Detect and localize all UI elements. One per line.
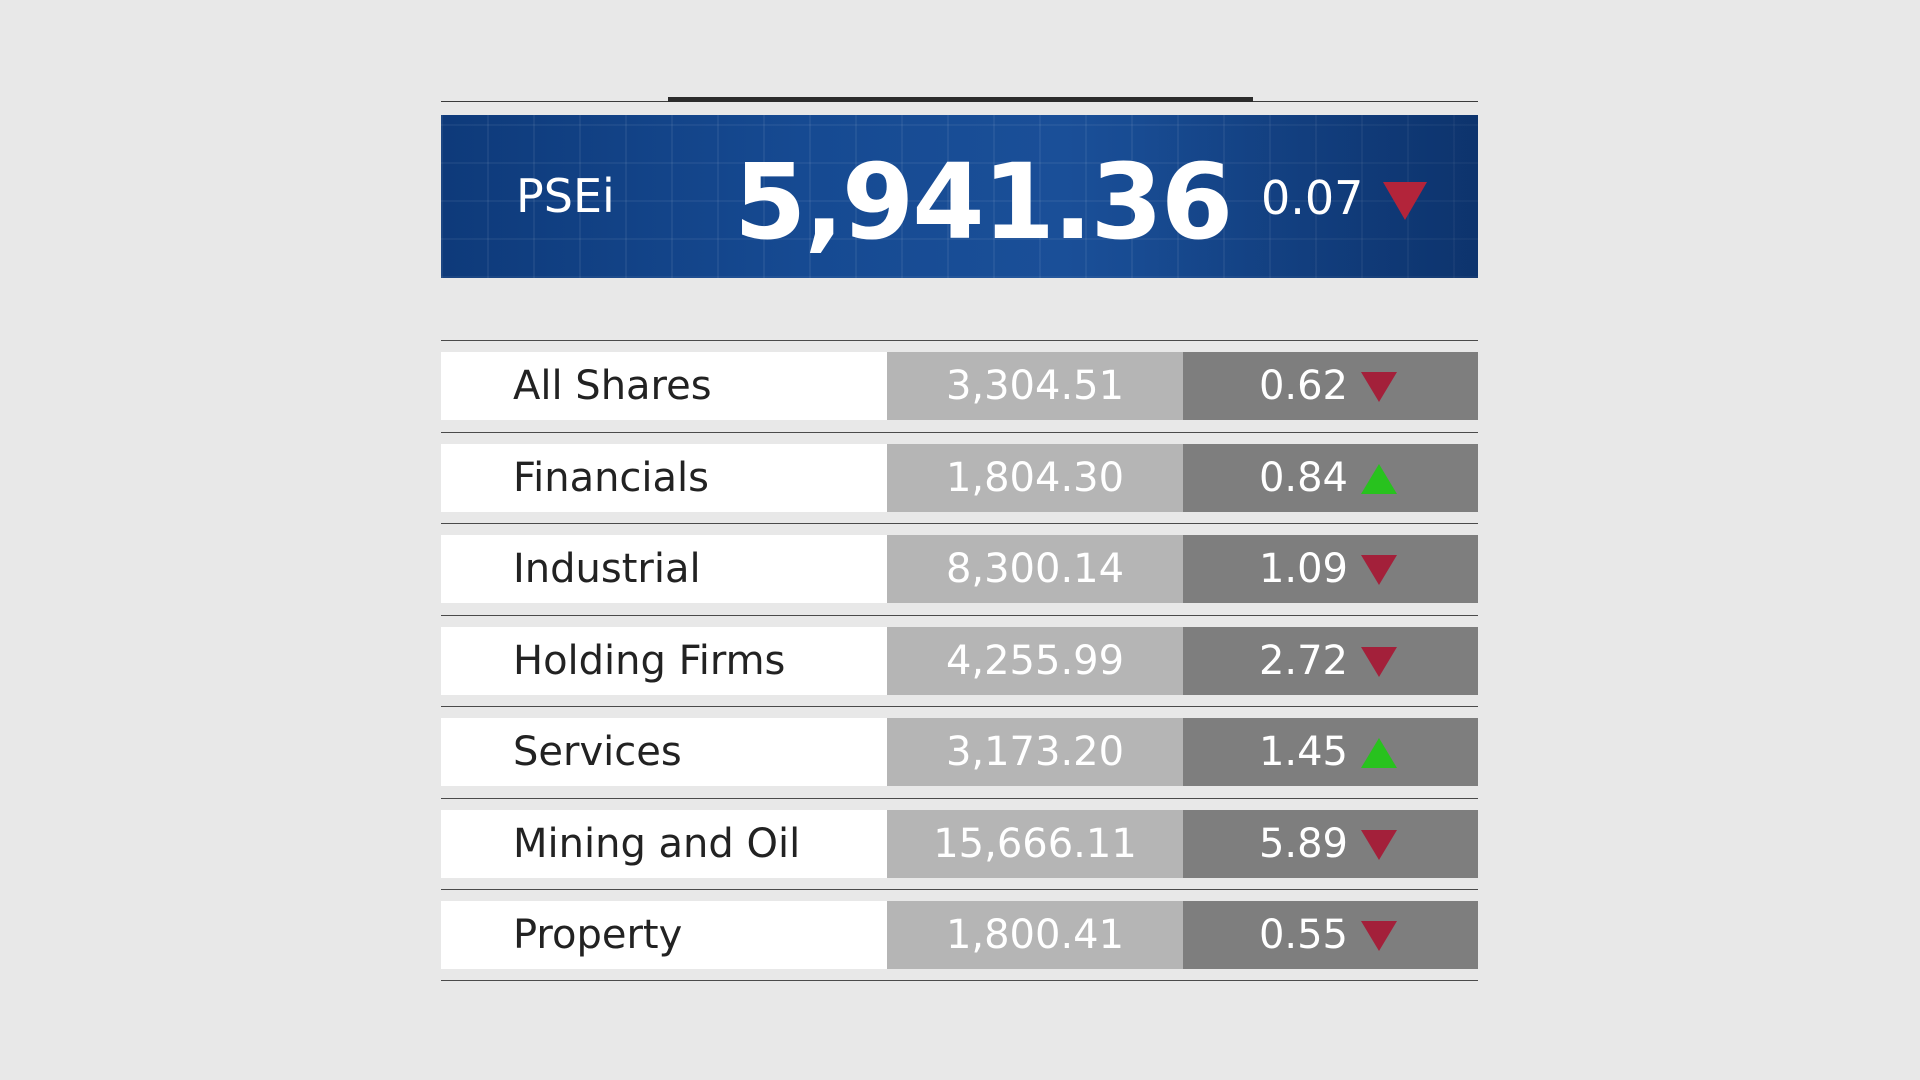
sector-name: Services (441, 718, 887, 786)
sector-change: 2.72 (1258, 637, 1348, 684)
sector-value: 8,300.14 (887, 535, 1183, 603)
sector-value: 1,804.30 (887, 443, 1183, 512)
sector-change-cell: 5.89 (1183, 809, 1478, 878)
row-divider (441, 431, 1478, 433)
down-arrow-icon (1383, 182, 1427, 220)
row-divider (441, 889, 1478, 890)
sector-value: 3,173.20 (887, 718, 1183, 786)
row-divider (441, 614, 1478, 616)
sector-value: 15,666.11 (887, 809, 1183, 878)
row-divider (441, 523, 1478, 524)
psei-value: 5,941.36 (734, 141, 1233, 263)
sector-name: Financials (441, 443, 887, 512)
sector-name: Industrial (441, 535, 887, 603)
psei-change: 0.07 (1261, 171, 1364, 225)
list-item: All Shares 3,304.51 0.62 (441, 340, 1478, 432)
sector-change: 1.45 (1258, 729, 1348, 775)
sector-change-cell: 0.55 (1183, 901, 1478, 969)
psei-label: PSEi (516, 169, 615, 223)
sector-change: 0.62 (1258, 363, 1348, 409)
sector-name: All Shares (441, 352, 887, 420)
down-arrow-icon (1361, 829, 1397, 860)
sector-change-cell: 0.62 (1183, 352, 1478, 420)
list-item: Financials 1,804.30 0.84 (441, 431, 1478, 524)
sector-change-cell: 1.09 (1183, 535, 1478, 603)
down-arrow-icon (1361, 921, 1397, 951)
list-item: Property 1,800.41 0.55 (441, 889, 1478, 981)
sector-change: 1.09 (1258, 546, 1348, 592)
list-item: Mining and Oil 15,666.11 5.89 (441, 797, 1478, 890)
sector-change: 0.55 (1258, 912, 1348, 958)
down-arrow-icon (1361, 372, 1397, 402)
sector-value: 1,800.41 (887, 901, 1183, 969)
down-arrow-icon (1361, 646, 1397, 677)
sector-change-cell: 1.45 (1183, 718, 1478, 786)
row-divider (441, 706, 1478, 707)
sector-change: 0.84 (1258, 454, 1348, 501)
row-divider (441, 340, 1478, 341)
sector-change-cell: 2.72 (1183, 626, 1478, 695)
up-arrow-icon (1361, 738, 1397, 768)
list-item: Services 3,173.20 1.45 (441, 706, 1478, 798)
sector-name: Mining and Oil (441, 809, 887, 878)
bottom-divider (441, 980, 1478, 981)
up-arrow-icon (1361, 463, 1397, 494)
sector-value: 3,304.51 (887, 352, 1183, 420)
sector-change: 5.89 (1258, 820, 1348, 867)
row-divider (441, 797, 1478, 799)
sector-name: Property (441, 901, 887, 969)
psei-banner: PSEi 5,941.36 0.07 (441, 115, 1478, 278)
list-item: Industrial 8,300.14 1.09 (441, 523, 1478, 615)
list-item: Holding Firms 4,255.99 2.72 (441, 614, 1478, 707)
sector-change-cell: 0.84 (1183, 443, 1478, 512)
top-accent-bar (668, 97, 1253, 102)
sector-index-list: All Shares 3,304.51 0.62 Financials 1,80… (441, 340, 1478, 981)
down-arrow-icon (1361, 555, 1397, 585)
sector-value: 4,255.99 (887, 626, 1183, 695)
sector-name: Holding Firms (441, 626, 887, 695)
